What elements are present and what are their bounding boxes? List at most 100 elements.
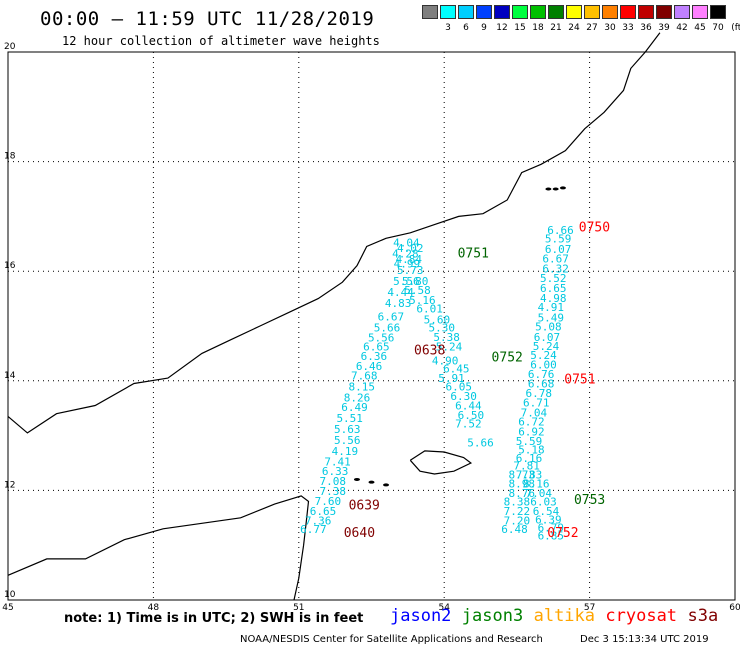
wave-height-value: 6.30: [450, 390, 477, 403]
legend-swatch: [548, 5, 564, 19]
wave-height-value: 6.45: [443, 363, 470, 376]
wave-height-value: 7.38: [319, 485, 346, 498]
pass-time-label: 0640: [344, 526, 375, 541]
small-island: [368, 480, 375, 484]
wave-height-value: 6.49: [341, 401, 368, 414]
satellite-name: cryosat: [605, 606, 678, 626]
footer-credit: NOAA/NESDIS Center for Satellite Applica…: [240, 634, 543, 645]
legend-label: 24: [568, 23, 580, 33]
pass-time-label: 0751: [564, 373, 595, 388]
wave-height-value: 6.72: [518, 416, 545, 429]
wave-height-value: 4.99: [394, 257, 421, 270]
wave-height-value: 6.44: [455, 399, 482, 412]
wave-height-value: 6.50: [458, 409, 485, 422]
wave-height-value: 5.08: [535, 320, 562, 333]
map-border: [7, 51, 736, 601]
wave-height-value: 5.80: [402, 275, 429, 288]
wave-height-value: 8.15: [349, 381, 376, 394]
wave-height-value: 6.33: [322, 465, 349, 478]
pass-time-label: 0752: [492, 351, 523, 366]
wave-height-value: 7.36: [305, 514, 332, 527]
x-tick-label: 57: [584, 603, 595, 613]
legend-swatch: [602, 5, 618, 19]
wave-height-value: 6.36: [361, 350, 388, 363]
wave-height-value: 6.39: [535, 513, 562, 526]
wave-height-value: 7.81: [513, 460, 540, 473]
legend-swatch: [476, 5, 492, 19]
wave-height-value: 5.52: [540, 272, 567, 285]
x-tick-label: 60: [729, 603, 740, 613]
wave-height-value: 5.59: [516, 435, 543, 448]
legend-swatch: [512, 5, 528, 19]
wave-height-value: 7.60: [315, 495, 342, 508]
legend-swatch: [674, 5, 690, 19]
wave-height-value: 8.76: [508, 487, 535, 500]
wave-height-value: 7.20: [504, 514, 531, 527]
wave-height-value: 5.18: [518, 444, 545, 457]
wave-height-value: 6.66: [547, 224, 574, 237]
wave-height-value: 5.51: [336, 412, 363, 425]
wave-height-value: 6.71: [523, 397, 550, 410]
legend-label: 18: [532, 23, 544, 33]
wave-height-value: 7.52: [455, 417, 482, 430]
wave-height-values: 4.044.024.284.844.995.735.565.804.445.58…: [300, 224, 574, 543]
wave-height-value: 6.67: [542, 252, 569, 265]
wave-height-value: 5.49: [538, 312, 565, 325]
wave-height-value: 6.07: [534, 331, 561, 344]
wave-height-value: 4.02: [397, 242, 424, 255]
map-title: 00:00 – 11:59 UTC 11/28/2019: [40, 8, 375, 30]
wave-height-value: 6.78: [525, 387, 552, 400]
wave-height-value: 7.68: [351, 370, 378, 383]
wave-height-value: 4.04: [393, 237, 420, 250]
wave-height-value: 6.92: [518, 426, 545, 439]
y-tick-label: 10: [4, 590, 16, 600]
wave-height-value: 6.65: [540, 282, 567, 295]
pass-time-label: 0753: [574, 493, 605, 508]
legend-unit: (ft): [731, 23, 740, 33]
satellite-name: jason2: [390, 606, 452, 626]
wave-height-value: 6.05: [445, 381, 472, 394]
wave-height-value: 8.98: [508, 478, 535, 491]
wave-height-value: 6.46: [356, 360, 383, 373]
wave-height-value: 6.00: [530, 359, 557, 372]
wave-height-value: 7.04: [521, 406, 548, 419]
pass-time-label: 0639: [349, 499, 380, 514]
wave-height-value: 5.63: [334, 423, 361, 436]
wave-height-value: 4.83: [385, 297, 412, 310]
wave-height-value: 4.28: [392, 248, 419, 261]
wave-height-value: 6.07: [545, 243, 572, 256]
y-tick-label: 18: [4, 152, 16, 162]
legend-swatch: [620, 5, 636, 19]
footer-note: note: 1) Time is in UTC; 2) SWH is in fe…: [64, 611, 364, 626]
small-island: [552, 187, 559, 191]
wave-height-value: 5.56: [393, 275, 420, 288]
wave-height-value: 5.73: [397, 264, 424, 277]
legend-label: 3: [445, 23, 451, 33]
legend-swatch: [566, 5, 582, 19]
legend-swatch: [584, 5, 600, 19]
wave-height-value: 6.68: [528, 377, 555, 390]
wave-height-value: 6.32: [542, 262, 569, 275]
x-tick-label: 54: [438, 603, 450, 613]
wave-height-value: 6.77: [300, 523, 327, 536]
wave-height-value: 5.58: [404, 284, 431, 297]
wave-height-value: 7.22: [504, 505, 531, 518]
wave-height-value: 6.01: [416, 302, 443, 315]
wave-height-value: 5.38: [433, 331, 460, 344]
legend-label: 42: [676, 23, 688, 33]
wave-height-value: 5.16: [409, 294, 436, 307]
pass-time-label: 0638: [414, 343, 445, 358]
wave-height-value: 6.67: [378, 311, 405, 324]
wave-height-value: 8.26: [344, 392, 371, 405]
wave-height-value: 7.04: [525, 487, 552, 500]
wave-height-value: 8.73: [508, 468, 535, 481]
footer-date: Dec 3 15:13:34 UTC 2019: [580, 634, 709, 645]
y-tick-label: 12: [4, 480, 15, 490]
legend-swatch: [494, 5, 510, 19]
legend-label: 70: [712, 23, 724, 33]
satellite-name: s3a: [687, 606, 719, 626]
map-frame: [7, 51, 736, 601]
x-tick-label: 45: [2, 603, 13, 613]
wave-height-value: 5.24: [533, 340, 560, 353]
